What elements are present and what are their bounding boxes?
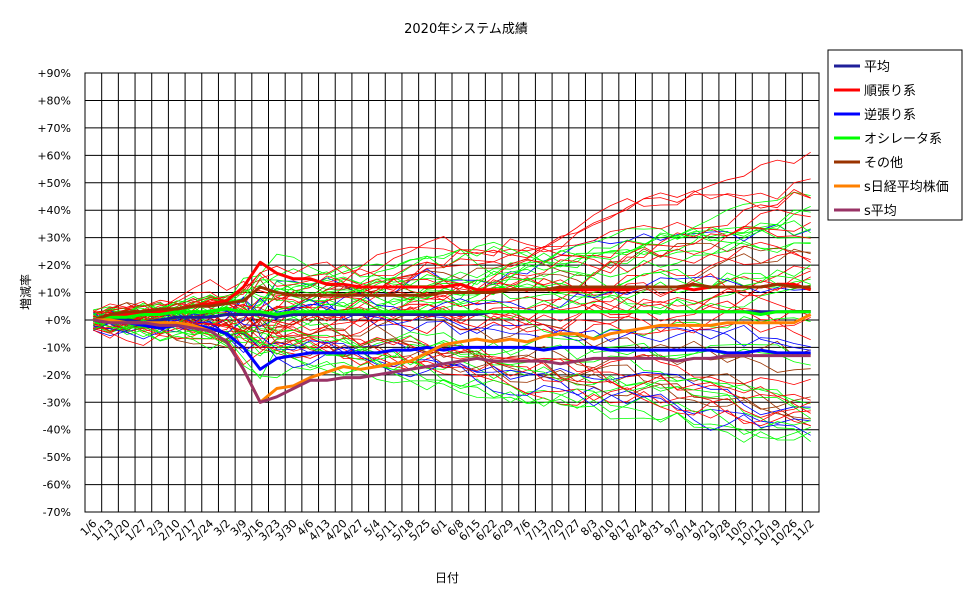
y-tick-label: -70% xyxy=(43,506,71,519)
series-lines xyxy=(92,260,812,404)
legend-label: 順張り系 xyxy=(864,84,916,99)
series-line xyxy=(92,260,812,322)
system-trace-line xyxy=(93,268,811,334)
series-line xyxy=(93,307,811,322)
system-trace-line xyxy=(93,222,811,332)
y-tick-label: -10% xyxy=(43,341,71,354)
chart-title: 2020年システム成績 xyxy=(404,22,528,37)
series-line xyxy=(93,318,811,371)
y-tick-label: -60% xyxy=(43,479,71,492)
system-trace-line xyxy=(93,189,811,333)
system-trace-line xyxy=(93,284,811,347)
legend-label: オシレータ系 xyxy=(864,132,942,147)
y-tick-label: -20% xyxy=(43,369,71,382)
y-tick-label: +80% xyxy=(37,94,71,107)
system-trace-line xyxy=(93,270,811,330)
x-axis-label: 日付 xyxy=(435,571,459,585)
y-tick-label: +90% xyxy=(37,67,71,80)
system-trace-line xyxy=(93,298,811,351)
system-trace-line xyxy=(93,228,811,325)
y-tick-label: +10% xyxy=(37,287,71,300)
legend-label: 平均 xyxy=(864,60,890,75)
y-tick-label: +70% xyxy=(37,122,71,135)
series-line xyxy=(93,318,811,404)
system-trace-line xyxy=(93,178,811,323)
system-trace-line xyxy=(93,327,811,418)
system-trace-line xyxy=(93,208,811,319)
system-trace-line xyxy=(93,225,811,331)
system-trace-line xyxy=(93,316,811,410)
y-tick-label: +60% xyxy=(37,149,71,162)
y-tick-label: -30% xyxy=(43,396,71,409)
legend-box xyxy=(827,49,963,221)
system-trace-line xyxy=(93,313,811,435)
y-axis-ticks: -70% -60% -50% -40% -30% -20% -10% +0% +10% +20% +… xyxy=(37,67,71,519)
y-tick-label: -50% xyxy=(43,451,71,464)
legend-label: 逆張り系 xyxy=(864,107,916,123)
y-tick-label: +50% xyxy=(37,177,71,190)
legend-label: s平均 xyxy=(864,204,897,219)
y-tick-label: +0% xyxy=(44,314,71,327)
y-tick-label: -40% xyxy=(43,424,71,437)
legend-label: s日経平均株価 xyxy=(864,180,949,195)
y-tick-label: +40% xyxy=(37,204,71,217)
series-line xyxy=(92,282,811,322)
y-axis-label: 増減率 xyxy=(18,274,33,310)
plot-area xyxy=(84,72,820,513)
system-trace-line xyxy=(93,312,811,410)
y-tick-label: +30% xyxy=(37,232,71,245)
y-tick-label: +20% xyxy=(37,259,71,272)
system-trace-line xyxy=(93,319,811,386)
system-trace-line xyxy=(93,319,811,420)
system-trace-line xyxy=(93,191,811,330)
system-trace-line xyxy=(93,317,811,414)
legend-label: その他 xyxy=(864,156,903,171)
